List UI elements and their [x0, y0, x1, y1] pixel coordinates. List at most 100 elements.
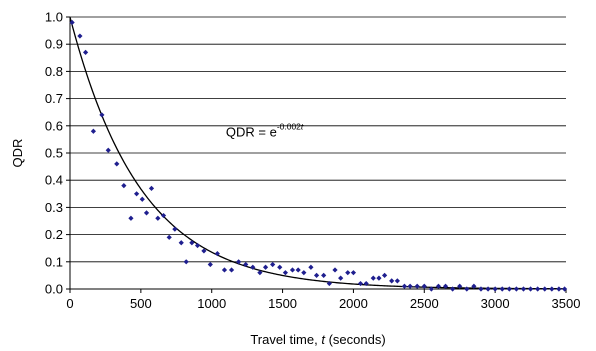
annotation-exponent-prefix: -0.002 — [277, 122, 301, 132]
data-point — [478, 286, 484, 292]
x-axis-title-variable: t — [321, 332, 326, 347]
data-point — [114, 161, 120, 167]
fit-equation-annotation: QDR = e-0.002t — [226, 122, 304, 140]
x-axis-title: Travel time, t (seconds) — [250, 332, 385, 347]
data-point — [435, 283, 442, 289]
x-tick-label: 2500 — [410, 296, 439, 311]
data-point — [148, 185, 155, 191]
grid-lines — [70, 16, 566, 290]
data-point — [277, 264, 283, 270]
data-point — [282, 270, 289, 276]
data-point — [389, 278, 395, 284]
data-point — [492, 286, 498, 292]
x-tick-label: 1000 — [197, 296, 226, 311]
data-points — [69, 19, 568, 292]
data-point — [183, 259, 189, 265]
data-point — [250, 264, 256, 270]
y-tick-label: 0.7 — [45, 91, 63, 106]
data-point — [82, 49, 89, 55]
data-point — [506, 286, 512, 292]
data-point — [77, 33, 83, 39]
data-point — [549, 286, 555, 292]
y-tick-label: 0.1 — [45, 254, 63, 269]
data-point — [313, 272, 320, 278]
data-point — [166, 234, 172, 240]
x-tick-labels: 0 500 1000 1500 2000 2500 3000 3500 — [66, 296, 580, 311]
data-point — [301, 270, 307, 276]
annotation-base: QDR = e — [226, 125, 277, 140]
x-tick-label: 1500 — [268, 296, 297, 311]
data-point — [262, 264, 269, 270]
data-point — [485, 286, 491, 292]
data-point — [376, 275, 382, 281]
data-point — [121, 183, 127, 189]
data-point — [394, 278, 400, 284]
axes — [66, 16, 567, 293]
data-point — [357, 280, 364, 287]
data-point — [143, 210, 150, 216]
data-point — [257, 270, 263, 276]
data-point — [542, 286, 548, 292]
y-tick-labels: 0.0 0.1 0.2 0.3 0.4 0.5 0.6 0.7 0.8 0.9 1.0 — [45, 10, 63, 297]
data-point — [308, 264, 314, 270]
data-point — [457, 283, 463, 289]
data-point — [350, 270, 357, 276]
data-point — [178, 240, 184, 246]
data-point — [194, 242, 201, 249]
data-point — [464, 286, 470, 292]
data-point — [499, 286, 505, 292]
data-point — [382, 272, 388, 278]
data-point — [363, 280, 369, 287]
data-point — [471, 283, 477, 289]
data-point — [321, 272, 327, 278]
data-point — [172, 226, 178, 232]
data-point — [160, 212, 167, 219]
data-point — [338, 275, 344, 281]
y-tick-label: 0.2 — [45, 227, 63, 242]
data-point — [128, 215, 134, 221]
data-point — [289, 267, 296, 273]
data-point — [535, 286, 541, 292]
y-axis-title: QDR — [10, 139, 25, 168]
data-point — [155, 215, 161, 221]
data-point — [134, 191, 140, 197]
data-point — [407, 283, 413, 289]
x-tick-label: 2000 — [339, 296, 368, 311]
data-point — [332, 267, 338, 273]
data-point — [90, 128, 96, 134]
data-point — [207, 261, 213, 268]
data-point — [428, 286, 434, 292]
y-tick-label: 0.5 — [45, 146, 63, 161]
fit-curve — [69, 16, 566, 290]
data-point — [243, 261, 249, 268]
y-tick-label: 0.3 — [45, 200, 63, 215]
data-point — [421, 283, 427, 289]
x-tick-label: 3500 — [552, 296, 581, 311]
data-point — [414, 283, 420, 289]
data-point — [527, 286, 534, 292]
data-point — [139, 196, 145, 202]
data-point — [442, 283, 449, 289]
data-point — [561, 286, 568, 292]
x-tick-label: 3000 — [481, 296, 510, 311]
x-axis-title-suffix: (seconds) — [325, 332, 386, 347]
data-point — [236, 259, 242, 265]
x-tick-label: 500 — [130, 296, 152, 311]
data-point — [201, 248, 207, 254]
x-axis-title-prefix: Travel time, — [250, 332, 321, 347]
x-tick-label: 0 — [66, 296, 73, 311]
y-tick-label: 1.0 — [45, 10, 63, 25]
annotation-exponent-var: t — [301, 122, 304, 132]
data-point — [270, 261, 276, 268]
y-tick-label: 0.9 — [45, 37, 63, 52]
data-point — [214, 251, 220, 257]
data-point — [520, 286, 527, 292]
y-tick-label: 0.0 — [45, 282, 63, 297]
data-point — [189, 240, 195, 246]
data-point — [228, 267, 235, 273]
data-point — [326, 280, 332, 287]
y-tick-label: 0.4 — [45, 173, 63, 188]
data-point — [99, 112, 105, 118]
data-point — [69, 19, 75, 26]
